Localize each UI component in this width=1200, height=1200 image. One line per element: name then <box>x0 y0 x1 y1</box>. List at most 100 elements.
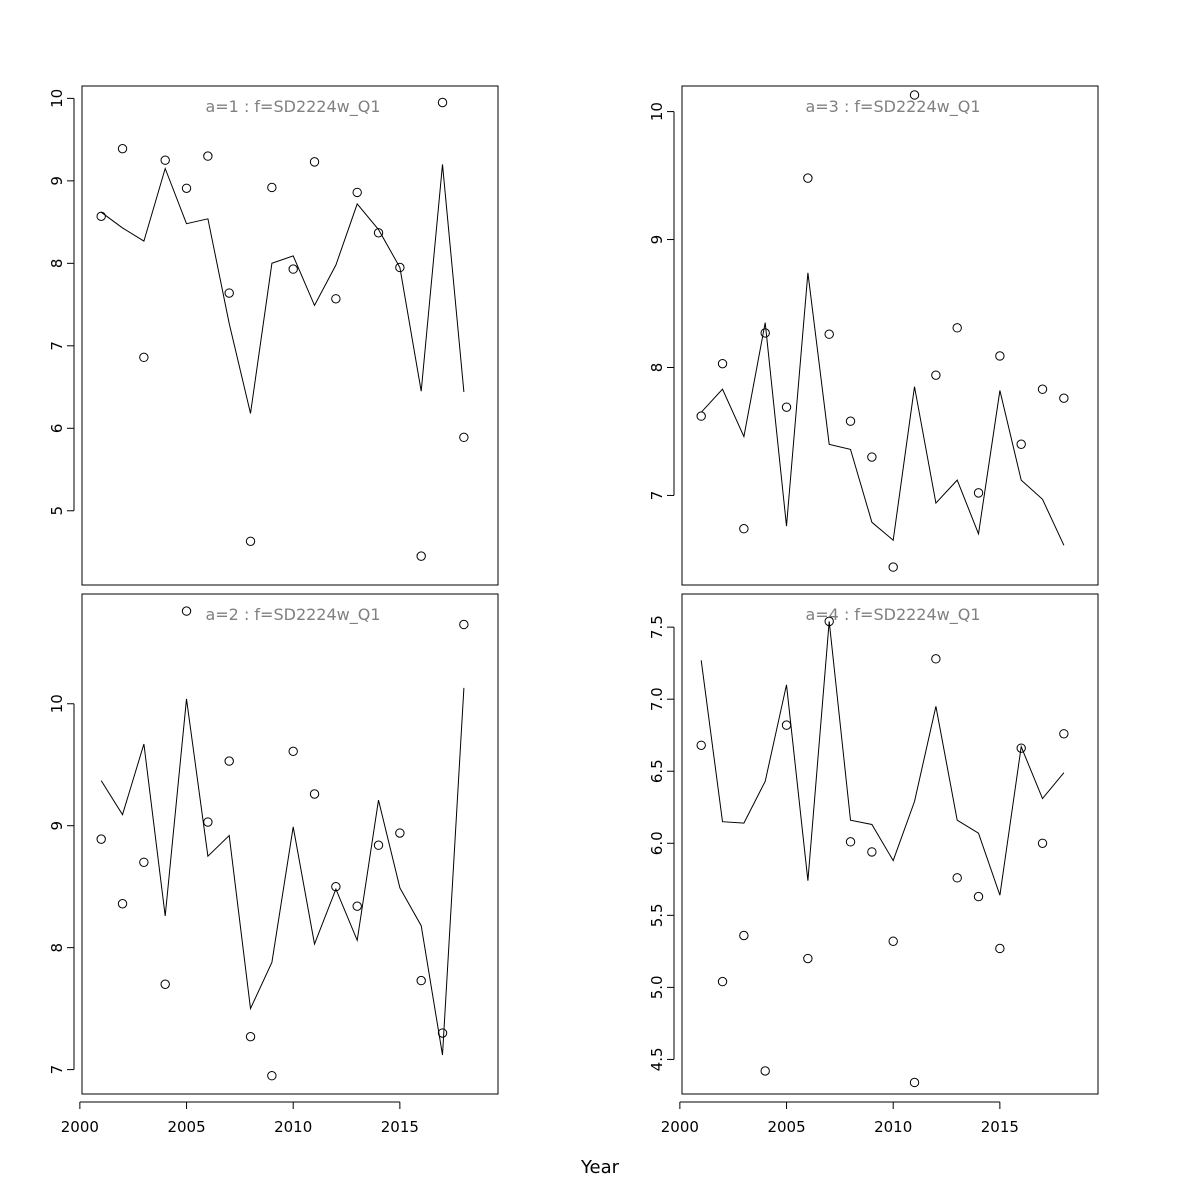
observed-point <box>696 740 706 750</box>
observed-point <box>739 524 749 534</box>
observed-point <box>203 817 213 827</box>
observed-point <box>717 976 728 987</box>
panel-title: a=4 : f=SD2224w_Q1 <box>805 605 980 625</box>
observed-point <box>352 187 362 198</box>
y-tick-label: 9 <box>48 176 66 186</box>
plot-frame <box>681 593 1099 1095</box>
panel-title: a=2 : f=SD2224w_Q1 <box>205 605 380 625</box>
observed-point <box>139 352 149 363</box>
x-tick-label: 2000 <box>661 1118 699 1136</box>
observed-point <box>845 837 856 847</box>
observed-point <box>309 157 320 167</box>
observed-point <box>203 151 213 161</box>
observed-point <box>416 551 426 561</box>
observed-point <box>245 1031 256 1042</box>
y-tick-label: 5 <box>48 506 66 516</box>
y-tick-label: 6.0 <box>648 831 666 855</box>
observed-point <box>1037 838 1048 848</box>
panel-a1: a=1 : f=SD2224w_Q1 5 6 7 8 9 10 <box>48 85 499 586</box>
observed-point <box>288 746 298 757</box>
panel-a3: a=3 : f=SD2224w_Q1 7 8 9 10 <box>648 85 1099 586</box>
observed-point <box>181 606 192 616</box>
observed-point <box>437 97 448 108</box>
observed-point <box>1059 393 1069 403</box>
y-tick-label: 10 <box>48 694 66 713</box>
observed-point <box>245 536 256 546</box>
observed-point <box>352 901 362 911</box>
observed-point <box>224 756 234 766</box>
observed-point <box>995 943 1005 954</box>
y-tick-label: 7.5 <box>648 615 666 639</box>
observed-point <box>909 1077 920 1088</box>
observed-point <box>309 789 320 799</box>
observed-point <box>117 899 128 909</box>
y-tick-label: 7 <box>648 491 666 501</box>
x-axis-label: Year <box>580 1157 620 1178</box>
panel-a2: a=2 : f=SD2224w_Q1 7 8 9 10 2000 2005 2010 2015 <box>48 593 499 1136</box>
observed-point <box>781 720 792 730</box>
observed-point <box>139 857 149 867</box>
y-tick-label: 6 <box>48 424 66 434</box>
observed-point <box>760 1066 770 1076</box>
observed-point <box>373 840 384 850</box>
observed-point <box>888 936 898 946</box>
observed-point <box>888 562 898 572</box>
y-tick-label: 7.0 <box>648 687 666 711</box>
observed-point <box>459 619 469 630</box>
fitted-line <box>100 687 465 1056</box>
observed-point <box>803 173 813 183</box>
y-tick-label: 8 <box>648 363 666 373</box>
observed-point <box>909 90 920 100</box>
y-tick-label: 9 <box>48 821 66 831</box>
y-tick-label: 10 <box>48 89 66 108</box>
y-tick-label: 6.5 <box>648 759 666 783</box>
observed-point <box>952 323 962 333</box>
observed-point <box>717 358 728 369</box>
observed-point <box>824 329 834 339</box>
panel-title: a=3 : f=SD2224w_Q1 <box>805 97 980 117</box>
y-tick-label: 8 <box>48 943 66 953</box>
observed-point <box>117 143 128 154</box>
y-tick-label: 5.0 <box>648 975 666 999</box>
observed-point <box>867 847 877 857</box>
observed-point <box>267 182 277 193</box>
fitted-line <box>700 272 1065 546</box>
observed-point <box>96 211 106 222</box>
y-tick-label: 4.5 <box>648 1047 666 1071</box>
observed-point <box>395 262 405 273</box>
observed-point <box>459 432 469 443</box>
observed-point <box>224 288 234 298</box>
panel-a4: a=4 : f=SD2224w_Q1 4.5 5.0 5.5 6.0 6.5 7.0 7.5 2… <box>648 593 1099 1136</box>
observed-point <box>373 228 384 238</box>
observed-point <box>1016 439 1026 449</box>
observed-point <box>973 891 984 902</box>
plot-frame <box>81 85 499 586</box>
observed-point <box>931 654 941 664</box>
fitted-line <box>100 164 465 414</box>
observed-point <box>416 975 426 986</box>
observed-point <box>931 370 941 380</box>
x-tick-label: 2015 <box>381 1118 419 1136</box>
observed-point <box>867 452 877 462</box>
x-tick-label: 2010 <box>874 1118 912 1136</box>
observed-point <box>1059 729 1069 739</box>
x-tick-label: 2005 <box>167 1118 205 1136</box>
fitted-line <box>700 621 1065 896</box>
observed-point <box>760 328 770 338</box>
x-tick-label: 2015 <box>981 1118 1019 1136</box>
observed-point <box>288 264 298 274</box>
observed-point <box>96 834 106 844</box>
observed-point <box>781 402 792 412</box>
observed-point <box>181 183 192 193</box>
x-tick-label: 2005 <box>767 1118 805 1136</box>
y-tick-label: 5.5 <box>648 903 666 927</box>
observed-point <box>267 1071 277 1081</box>
observed-point <box>995 351 1005 361</box>
y-tick-label: 7 <box>48 341 66 351</box>
x-tick-label: 2000 <box>61 1118 99 1136</box>
observed-point <box>696 411 706 421</box>
observed-point <box>973 488 984 498</box>
observed-point <box>160 155 170 165</box>
observed-point <box>331 294 341 304</box>
